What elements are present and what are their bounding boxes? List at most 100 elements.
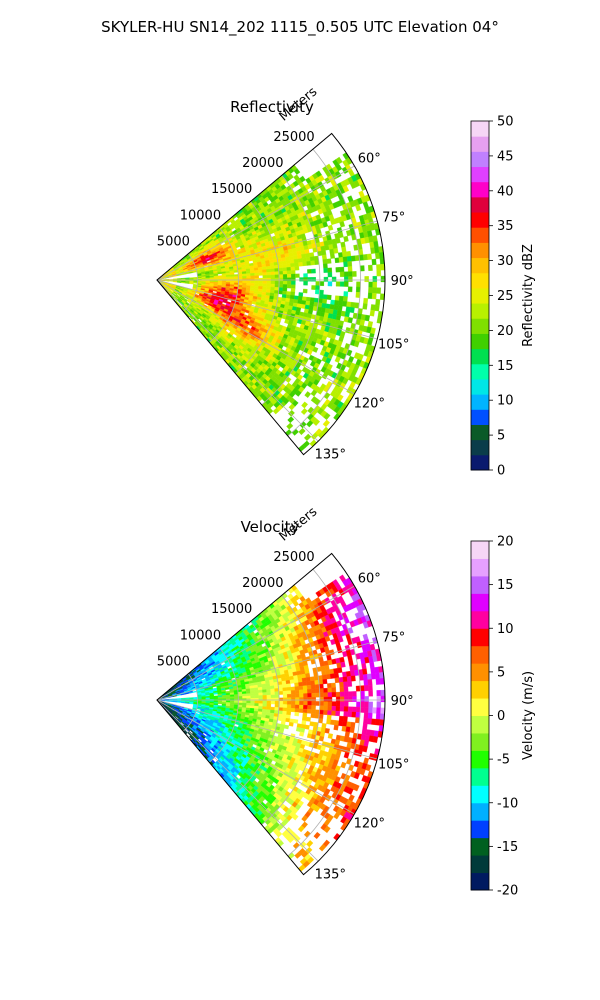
colorbar-tick-label: 0 [497, 464, 505, 479]
radar-gate [262, 275, 268, 279]
radar-gate [266, 280, 272, 285]
radar-gate [306, 685, 312, 690]
radar-gate [311, 697, 316, 702]
radar-gate [342, 296, 348, 302]
radar-gate [238, 276, 243, 279]
radar-gate [306, 716, 311, 722]
radar-gate [225, 276, 231, 279]
radar-gate [355, 286, 361, 293]
radar-gate [371, 258, 377, 266]
radar-gate [371, 293, 377, 300]
radar-gate [332, 243, 338, 250]
radar-gate [189, 282, 194, 285]
radar-gate [283, 277, 288, 282]
radar-gate [326, 294, 332, 300]
radar-gate [339, 271, 345, 277]
radar-gate [295, 701, 300, 706]
radar-gate [295, 704, 300, 709]
radar-gate [230, 280, 235, 283]
radar-gate [238, 280, 243, 284]
colorbar-tick-label: 20 [497, 324, 514, 339]
radar-gate [335, 267, 341, 273]
radar-gate [306, 680, 312, 686]
radar-gate [274, 271, 280, 276]
radar-gate [368, 264, 373, 271]
radar-gate [274, 268, 280, 272]
radar-gate [306, 260, 312, 266]
radar-gate [234, 276, 239, 279]
colorbar-segment [471, 424, 489, 441]
radar-gate [350, 301, 356, 308]
radar-gate [294, 686, 300, 691]
radar-gate [372, 276, 378, 283]
radar-gate [213, 277, 219, 280]
radar-gate [299, 693, 304, 698]
radar-gate [342, 256, 348, 263]
radar-gate [209, 277, 215, 280]
radar-gate [278, 707, 284, 712]
radar-gate [291, 281, 296, 285]
radial-tick-label: 5000 [157, 235, 190, 250]
radar-gate [226, 700, 231, 703]
radar-gate [242, 282, 247, 286]
radar-gate [238, 696, 243, 699]
radar-gate [350, 255, 356, 262]
radar-gate [299, 701, 304, 706]
angle-tick-label: 60° [358, 151, 381, 166]
radar-gate [307, 705, 312, 710]
colorbar-segment [471, 151, 489, 168]
radar-gate [250, 703, 255, 707]
colorbar-segment [471, 196, 489, 213]
radar-gate [250, 278, 255, 282]
radar-gate [307, 701, 312, 706]
radar-gate [286, 284, 292, 289]
radar-gate [376, 270, 382, 277]
radar-gate [278, 287, 284, 292]
radar-gate [291, 277, 296, 282]
velocity-field [156, 574, 386, 872]
radar-gate [286, 422, 294, 430]
colorbar-segment [471, 348, 489, 365]
radar-gate [282, 710, 287, 715]
radar-gate [342, 301, 348, 307]
radar-gate [294, 689, 300, 695]
radar-gate [335, 237, 341, 244]
radar-gate [291, 693, 296, 698]
radar-gate [278, 274, 284, 279]
radar-gate [343, 261, 349, 268]
radar-gate [315, 285, 320, 291]
radar-gate [282, 280, 288, 285]
colorbar-segment [471, 287, 489, 304]
radar-gate [298, 708, 304, 713]
radar-gate [293, 719, 299, 724]
radar-gate [293, 295, 299, 300]
radar-gate [242, 702, 247, 706]
radar-gate [322, 294, 328, 300]
radar-gate [306, 709, 312, 714]
radar-gate [217, 701, 223, 705]
radar-gate [341, 246, 347, 253]
radar-gate [246, 698, 251, 701]
radar-gate [274, 697, 280, 702]
radar-gate [302, 708, 308, 714]
radar-gate [352, 271, 357, 277]
radar-gate [343, 235, 349, 243]
radar-gate [322, 258, 328, 265]
radar-gate [298, 292, 304, 297]
colorbar-segment [471, 242, 489, 259]
radar-gate [270, 277, 276, 282]
radar-gate [310, 680, 316, 686]
radar-gate [274, 277, 280, 282]
radar-gate [205, 277, 211, 280]
radar-gate [287, 280, 292, 285]
radar-gate [262, 692, 267, 696]
radar-gate [307, 277, 312, 282]
radar-gate [298, 261, 304, 267]
colorbar-segment [471, 166, 489, 183]
radar-gate [282, 687, 288, 692]
radar-gate [261, 686, 267, 691]
radar-gate [262, 700, 268, 704]
radar-gate [266, 274, 272, 279]
radar-gate [340, 241, 346, 248]
radar-gate [262, 695, 268, 699]
